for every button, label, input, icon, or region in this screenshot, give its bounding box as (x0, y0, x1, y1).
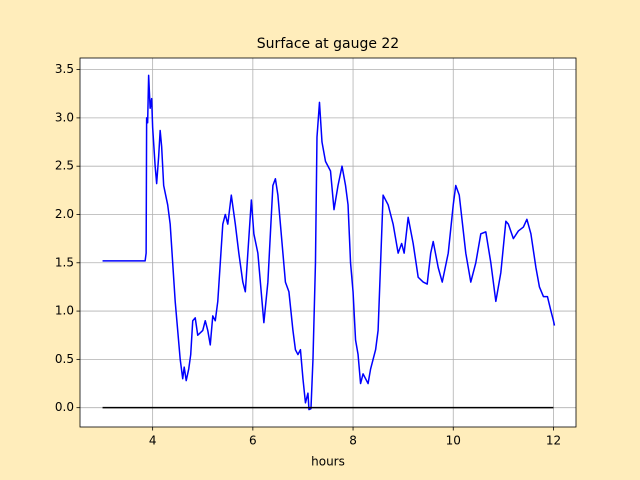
x-tick-label: 8 (349, 434, 357, 448)
x-tick-label: 12 (546, 434, 561, 448)
chart-title: Surface at gauge 22 (257, 36, 399, 52)
y-tick-label: 3.5 (55, 62, 74, 76)
x-tick-label: 6 (249, 434, 257, 448)
series-line (102, 74, 556, 411)
plot-frame (79, 57, 577, 428)
y-tick-label: 3.0 (55, 110, 74, 124)
x-axis-label: hours (311, 455, 345, 469)
y-tick-label: 1.5 (55, 255, 74, 269)
x-tick-label: 10 (446, 434, 461, 448)
y-tick-label: 0.5 (55, 352, 74, 366)
y-tick-label: 0.0 (55, 400, 74, 414)
y-tick-label: 1.0 (55, 304, 74, 318)
y-tick-label: 2.5 (55, 159, 74, 173)
y-tick-label: 2.0 (55, 207, 74, 221)
plot-area (80, 58, 576, 427)
x-tick-label: 4 (149, 434, 157, 448)
